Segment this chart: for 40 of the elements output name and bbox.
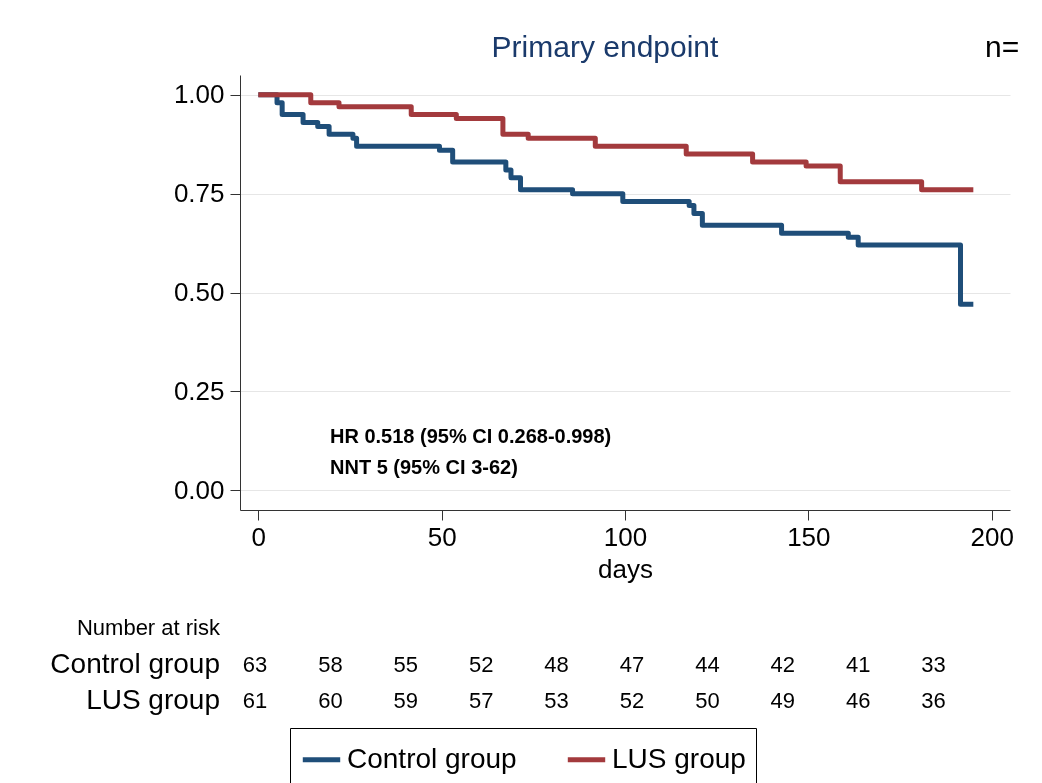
annotation: NNT 5 (95% CI 3-62) [330,456,518,478]
text: 33 [921,652,946,677]
y-tick-label: 0.50 [173,277,225,307]
x-tick-label: 150 [787,521,831,552]
text: 55 [393,652,419,677]
y-tick-label: 1.00 [173,79,225,110]
text: 58 [318,652,343,677]
text: Control group [50,648,220,679]
y-tick-label: 0.25 [173,375,225,406]
text: 52 [468,652,494,677]
text: LUS group [86,684,220,715]
text: n= [985,30,1020,63]
legend-label: LUS group [612,742,746,774]
text: 63 [242,652,268,677]
x-tick-label: 0 [251,521,267,552]
y-tick-label: 0.00 [173,474,225,505]
text: 59 [393,688,419,713]
text: 60 [318,688,343,713]
text: 53 [544,688,569,713]
text: 42 [770,652,796,677]
text: 47 [619,652,645,677]
x-axis-title: days [598,553,653,584]
chart-title: Primary endpoint [491,30,720,63]
text: 41 [845,652,871,677]
y-tick-label: 0.75 [173,178,225,209]
text: 52 [619,688,645,713]
text: Number at risk [76,615,221,640]
text: 49 [770,688,796,713]
text: 46 [845,688,871,713]
text: 57 [468,688,494,713]
x-tick-label: 50 [427,521,457,552]
text: 61 [242,688,268,713]
x-tick-label: 100 [603,521,648,552]
x-tick-label: 200 [970,521,1014,552]
text: 50 [695,688,720,713]
text: 36 [921,688,946,713]
text: 48 [544,652,569,677]
text: 44 [695,652,720,677]
annotation: HR 0.518 (95% CI 0.268-0.998) [330,425,612,447]
legend-label: Control group [347,742,517,774]
